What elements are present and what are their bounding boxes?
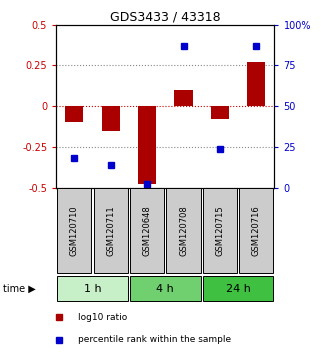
Bar <box>65 106 83 122</box>
FancyBboxPatch shape <box>130 276 201 301</box>
Text: GSM120710: GSM120710 <box>70 206 79 256</box>
Bar <box>211 106 229 119</box>
Bar <box>174 90 193 106</box>
Title: GDS3433 / 43318: GDS3433 / 43318 <box>110 11 221 24</box>
Text: 24 h: 24 h <box>226 284 250 293</box>
FancyBboxPatch shape <box>57 276 128 301</box>
Text: GSM120711: GSM120711 <box>106 206 115 256</box>
FancyBboxPatch shape <box>94 188 128 274</box>
Text: GSM120648: GSM120648 <box>143 206 152 256</box>
Text: time ▶: time ▶ <box>3 284 36 293</box>
Text: 4 h: 4 h <box>156 284 174 293</box>
FancyBboxPatch shape <box>130 188 164 274</box>
FancyBboxPatch shape <box>203 276 273 301</box>
Bar <box>138 106 156 184</box>
Bar <box>102 106 120 131</box>
FancyBboxPatch shape <box>57 188 91 274</box>
Text: 1 h: 1 h <box>84 284 101 293</box>
Text: GSM120708: GSM120708 <box>179 206 188 256</box>
Bar <box>247 62 265 106</box>
FancyBboxPatch shape <box>166 188 201 274</box>
FancyBboxPatch shape <box>239 188 273 274</box>
FancyBboxPatch shape <box>203 188 237 274</box>
Text: log10 ratio: log10 ratio <box>78 313 127 321</box>
Text: GSM120715: GSM120715 <box>215 206 224 256</box>
Text: percentile rank within the sample: percentile rank within the sample <box>78 335 231 344</box>
Text: GSM120716: GSM120716 <box>252 206 261 256</box>
